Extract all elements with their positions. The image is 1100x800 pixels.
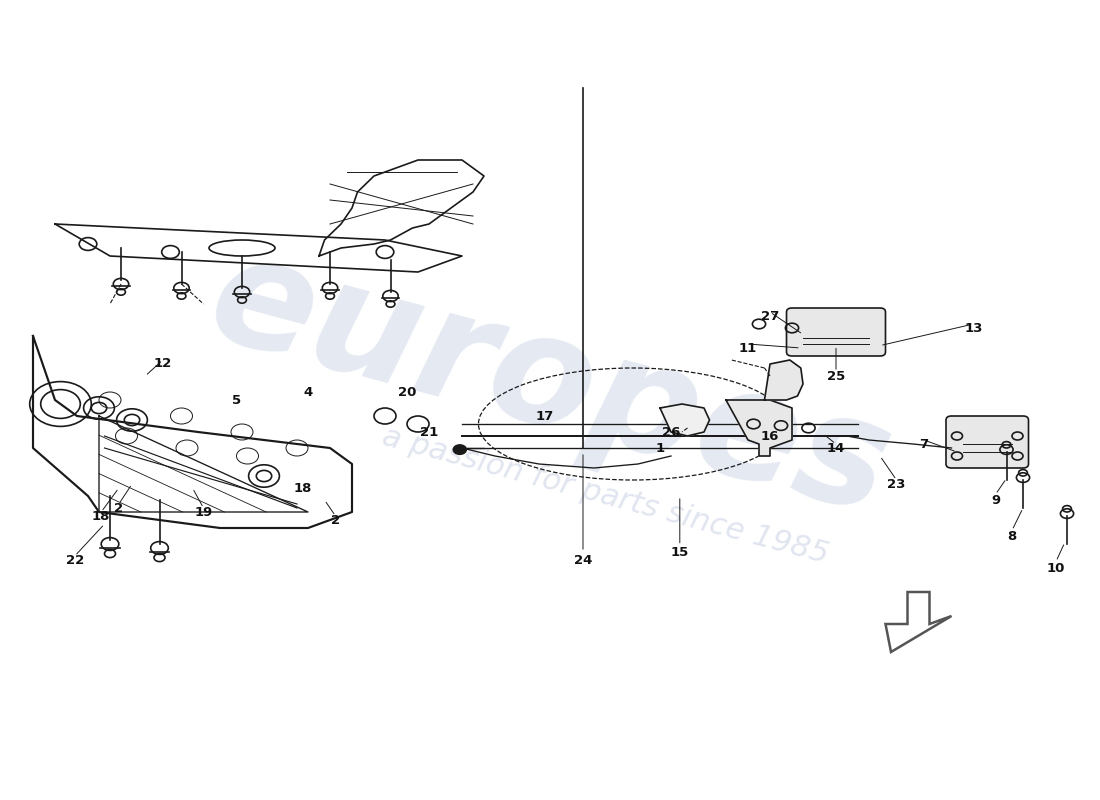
Text: 21: 21 bbox=[420, 426, 438, 438]
Text: 12: 12 bbox=[154, 358, 172, 370]
Text: 10: 10 bbox=[1047, 562, 1065, 574]
Text: 7: 7 bbox=[920, 438, 928, 450]
Text: 18: 18 bbox=[294, 482, 311, 494]
Text: 23: 23 bbox=[888, 478, 905, 490]
Text: 14: 14 bbox=[827, 442, 845, 454]
Text: 20: 20 bbox=[398, 386, 416, 398]
Text: 24: 24 bbox=[574, 554, 592, 566]
Text: 13: 13 bbox=[965, 322, 982, 334]
Text: 2: 2 bbox=[114, 502, 123, 514]
Text: 22: 22 bbox=[66, 554, 84, 566]
Text: 18: 18 bbox=[92, 510, 110, 522]
Text: 2: 2 bbox=[331, 514, 340, 526]
Polygon shape bbox=[660, 404, 710, 436]
Text: europes: europes bbox=[195, 222, 905, 546]
Text: 5: 5 bbox=[232, 394, 241, 406]
Text: a passion for parts since 1985: a passion for parts since 1985 bbox=[378, 422, 832, 570]
Text: 1: 1 bbox=[656, 442, 664, 454]
Circle shape bbox=[453, 445, 466, 454]
Text: 16: 16 bbox=[761, 430, 779, 442]
Text: 25: 25 bbox=[827, 370, 845, 382]
Text: 11: 11 bbox=[739, 342, 757, 354]
Text: 4: 4 bbox=[304, 386, 312, 398]
FancyBboxPatch shape bbox=[946, 416, 1028, 468]
Text: 15: 15 bbox=[671, 546, 689, 558]
Text: 26: 26 bbox=[662, 426, 680, 438]
Text: 19: 19 bbox=[195, 506, 212, 518]
Text: 27: 27 bbox=[761, 310, 779, 322]
Polygon shape bbox=[764, 360, 803, 400]
FancyBboxPatch shape bbox=[786, 308, 886, 356]
Text: 17: 17 bbox=[536, 410, 553, 422]
Polygon shape bbox=[726, 400, 792, 456]
Text: 8: 8 bbox=[1008, 530, 1016, 542]
Text: 9: 9 bbox=[991, 494, 1000, 506]
